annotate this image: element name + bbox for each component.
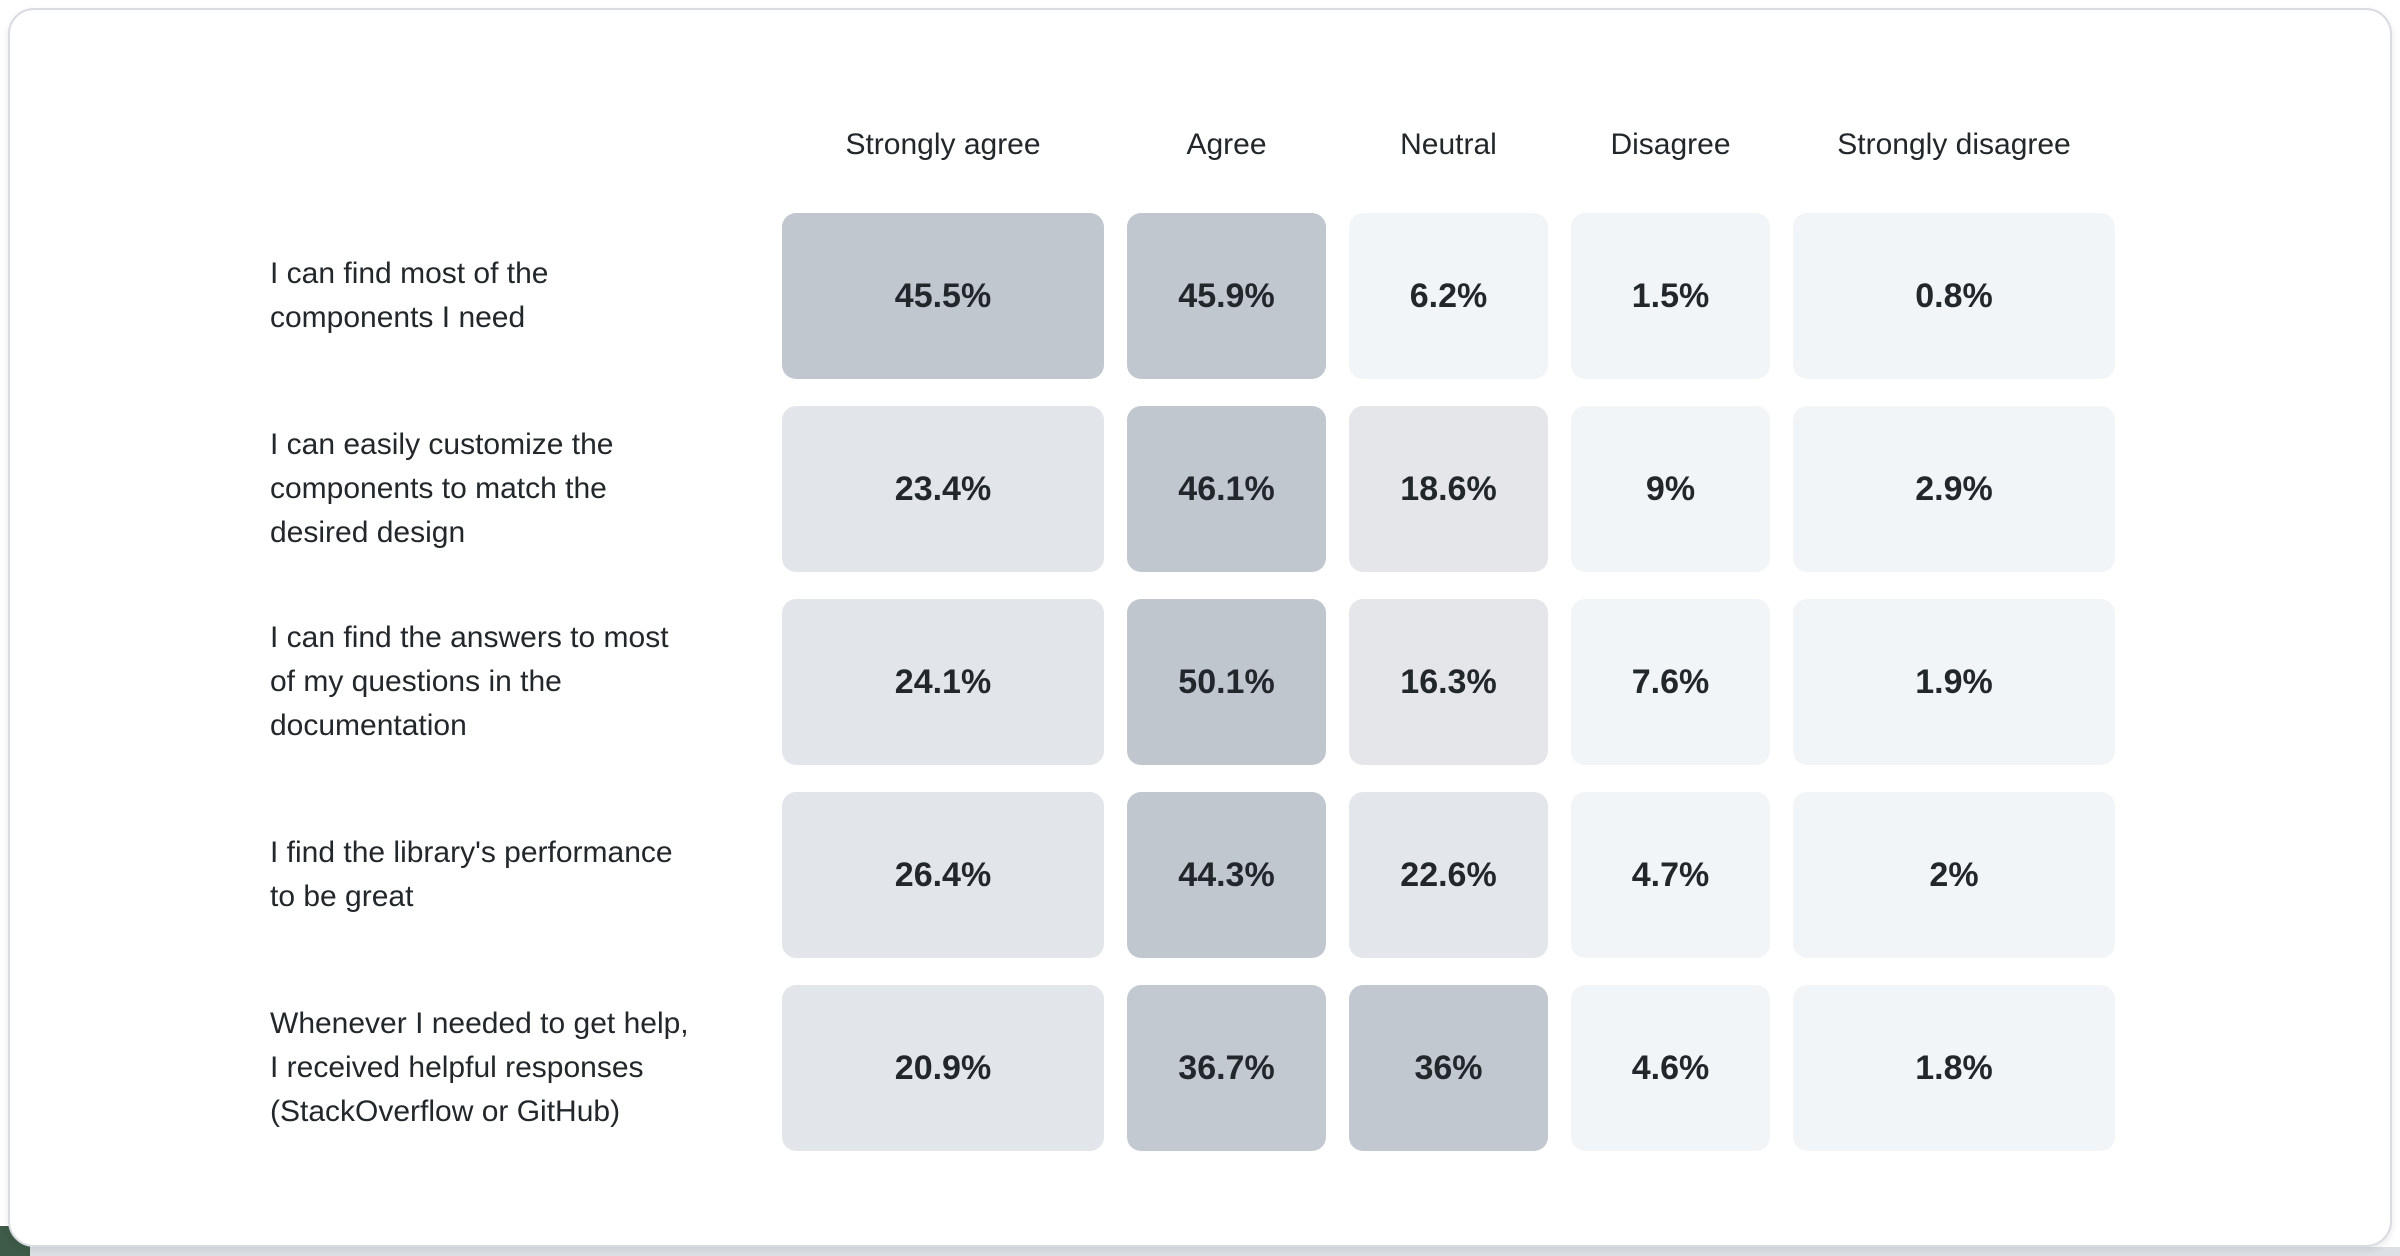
heatmap-cell: 44.3% xyxy=(1127,792,1326,958)
heatmap-cell: 1.9% xyxy=(1793,599,2115,765)
heatmap-cell: 4.7% xyxy=(1571,792,1770,958)
row-label: I can find the answers to most of my que… xyxy=(270,621,669,742)
heatmap-cell: 1.5% xyxy=(1571,213,1770,379)
heatmap-cell: 23.4% xyxy=(782,406,1104,572)
heatmap-cell: 18.6% xyxy=(1349,406,1548,572)
heatmap-cell: 45.5% xyxy=(782,213,1104,379)
heatmap-cell: 24.1% xyxy=(782,599,1104,765)
heatmap-cell: 0.8% xyxy=(1793,213,2115,379)
heatmap-cell: 26.4% xyxy=(782,792,1104,958)
heatmap-cell: 1.8% xyxy=(1793,985,2115,1151)
heatmap-cell: 46.1% xyxy=(1127,406,1326,572)
survey-grid: Strongly agree Agree Neutral Disagree Strong… xyxy=(270,104,2115,1151)
heatmap-cell: 22.6% xyxy=(1349,792,1548,958)
heatmap-cell: 36% xyxy=(1349,985,1548,1151)
row-label: Whenever I needed to get help, I receive… xyxy=(270,1007,689,1128)
heatmap-cell: 36.7% xyxy=(1127,985,1326,1151)
row-label: I find the library's performance to be g… xyxy=(270,836,673,913)
page-bottom-strip xyxy=(0,1247,2400,1256)
survey-card: Strongly agree Agree Neutral Disagree Strong… xyxy=(8,8,2392,1247)
heatmap-cell: 2% xyxy=(1793,792,2115,958)
heatmap-cell: 2.9% xyxy=(1793,406,2115,572)
heatmap-cell: 4.6% xyxy=(1571,985,1770,1151)
heatmap-cell: 45.9% xyxy=(1127,213,1326,379)
column-header: Disagree xyxy=(1610,128,1731,161)
row-label: I can find most of the components I need xyxy=(270,257,549,334)
column-header: Neutral xyxy=(1400,128,1497,161)
heatmap-cell: 16.3% xyxy=(1349,599,1548,765)
column-header: Strongly agree xyxy=(845,128,1041,161)
heatmap-cell: 6.2% xyxy=(1349,213,1548,379)
heatmap-cell: 7.6% xyxy=(1571,599,1770,765)
heatmap-cell: 9% xyxy=(1571,406,1770,572)
heatmap-cell: 20.9% xyxy=(782,985,1104,1151)
header-spacer xyxy=(270,104,759,186)
column-header: Agree xyxy=(1186,128,1267,161)
column-header: Strongly disagree xyxy=(1837,128,2071,161)
heatmap-cell: 50.1% xyxy=(1127,599,1326,765)
row-label: I can easily customize the components to… xyxy=(270,428,614,549)
